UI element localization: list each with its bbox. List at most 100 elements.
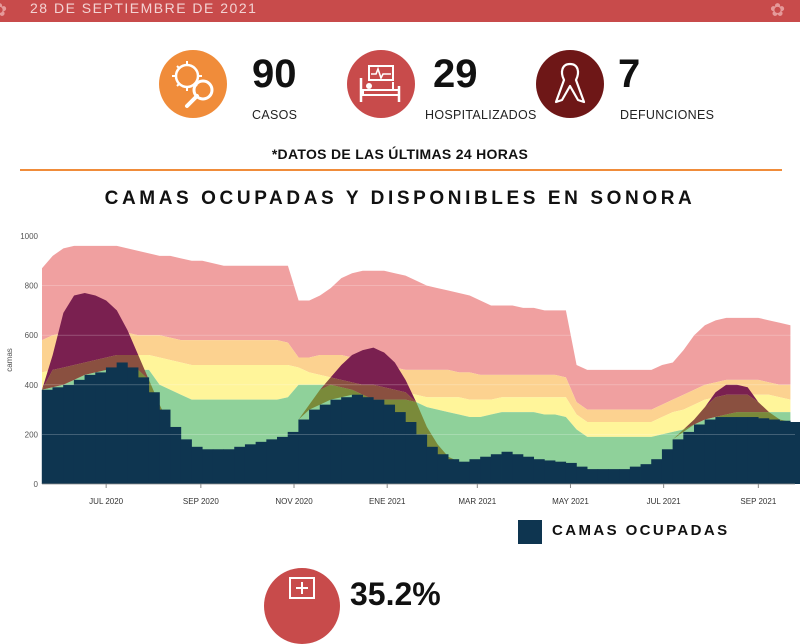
ocupadas-bar bbox=[619, 469, 631, 484]
ocupadas-bar bbox=[587, 469, 599, 484]
x-tick-label: JUL 2020 bbox=[89, 497, 124, 506]
ocupadas-bar bbox=[715, 417, 727, 484]
ocupadas-bar bbox=[287, 431, 299, 484]
stat-defunciones-value: 7 bbox=[618, 52, 641, 96]
ocupadas-bar bbox=[448, 459, 460, 484]
band-total bbox=[42, 245, 791, 410]
hospital-bed-icon bbox=[347, 50, 415, 118]
ocupadas-bar bbox=[512, 454, 524, 484]
occupancy-percent: 35.2% bbox=[350, 576, 441, 612]
band-yellow bbox=[42, 355, 791, 437]
ocupadas-bar bbox=[341, 397, 353, 484]
x-tick-label: NOV 2020 bbox=[275, 497, 313, 506]
ocupadas-bar bbox=[234, 446, 246, 484]
ocupadas-bar bbox=[768, 419, 780, 484]
ocupadas-bar bbox=[95, 372, 107, 484]
x-tick-label: SEP 2020 bbox=[183, 497, 219, 506]
ocupadas-bar bbox=[640, 464, 652, 484]
ocupadas-bar bbox=[309, 409, 321, 484]
ocupadas-bar bbox=[704, 419, 716, 484]
ocupadas-bar bbox=[298, 419, 310, 484]
divider bbox=[20, 169, 782, 171]
ribbon-icon bbox=[536, 50, 604, 118]
legend-label-ocupadas: CAMAS OCUPADAS bbox=[552, 522, 730, 539]
y-axis-label: camas bbox=[5, 348, 14, 372]
ocupadas-bar bbox=[63, 384, 75, 484]
ocupadas-bar bbox=[469, 459, 481, 484]
ocupadas-bar bbox=[661, 449, 674, 484]
x-tick-label: ENE 2021 bbox=[369, 497, 406, 506]
ocupadas-bar bbox=[52, 387, 64, 484]
y-tick-label: 0 bbox=[34, 480, 39, 489]
beds-chart: 0 200 400 600 800 1000 JUL 2020 SEP 2020 NOV 20… bbox=[5, 232, 800, 506]
ocupadas-bar bbox=[105, 367, 118, 484]
y-tick-label: 800 bbox=[25, 282, 39, 291]
data-note: *DATOS DE LAS ÚLTIMAS 24 HORAS bbox=[271, 146, 529, 162]
ocupadas-bar bbox=[533, 459, 545, 484]
stat-hospitalizados-label: HOSPITALIZADOS bbox=[425, 108, 537, 122]
ocupadas-bar bbox=[426, 446, 438, 484]
ocupadas-bar bbox=[202, 449, 214, 484]
ocupadas-bar bbox=[437, 454, 449, 484]
stat-hospitalizados: 29 HOSPITALIZADOS bbox=[347, 50, 547, 125]
x-tick-label: SEP 2021 bbox=[740, 497, 776, 506]
ocupadas-bar bbox=[501, 451, 513, 484]
ocupadas-bar bbox=[191, 446, 203, 484]
ocupadas-bar bbox=[159, 409, 171, 484]
stat-casos: 90 CASOS bbox=[159, 50, 319, 125]
ocupadas-bar bbox=[373, 399, 385, 484]
stat-defunciones: 7 DEFUNCIONES bbox=[536, 50, 726, 125]
stat-casos-value: 90 bbox=[252, 52, 297, 96]
ocupadas-bar bbox=[758, 418, 770, 484]
ocupadas-bar bbox=[383, 404, 396, 484]
ocupadas-bar bbox=[480, 456, 492, 484]
hospital-icon bbox=[264, 568, 340, 644]
legend-swatch-ocupadas bbox=[518, 520, 542, 544]
y-tick-label: 200 bbox=[25, 430, 39, 439]
ocupadas-bar bbox=[180, 439, 192, 484]
ocupadas-bar bbox=[597, 469, 609, 484]
ocupadas-bar bbox=[255, 441, 267, 484]
header-bar: 28 DE SEPTIEMBRE DE 2021 ✿ ✿ bbox=[0, 0, 800, 22]
ocupadas-bar bbox=[555, 461, 567, 484]
ocupadas-bar bbox=[416, 434, 428, 484]
stat-casos-label: CASOS bbox=[252, 108, 298, 122]
ocupadas-bar bbox=[84, 374, 96, 484]
band-orange bbox=[42, 330, 791, 422]
ocupadas-bar bbox=[683, 431, 695, 484]
chart-title: CAMAS OCUPADAS Y DISPONIBLES EN SONORA bbox=[104, 188, 696, 209]
ocupadas-bar bbox=[576, 466, 588, 484]
ornament-right-icon: ✿ bbox=[770, 0, 786, 20]
ocupadas-bar bbox=[394, 412, 406, 484]
ocupadas-bar bbox=[148, 392, 160, 484]
stat-defunciones-label: DEFUNCIONES bbox=[620, 108, 715, 122]
ocupadas-bar bbox=[779, 420, 791, 484]
y-tick-label: 400 bbox=[25, 381, 39, 390]
ocupadas-bar bbox=[608, 469, 620, 484]
ocupadas-bar bbox=[651, 459, 663, 484]
ocupadas-bar bbox=[138, 377, 150, 484]
ocupadas-bar bbox=[544, 460, 556, 484]
ocupadas-bar bbox=[736, 417, 748, 484]
ocupadas-bar bbox=[116, 362, 128, 484]
ocupadas-bar bbox=[565, 462, 577, 484]
ocupadas-bar bbox=[319, 404, 331, 484]
stat-hospitalizados-value: 29 bbox=[433, 52, 478, 96]
x-tick-label: MAR 2021 bbox=[458, 497, 496, 506]
ocupadas-bar bbox=[693, 424, 706, 484]
ocupadas-bar bbox=[41, 389, 53, 484]
ocupadas-bar bbox=[212, 449, 224, 484]
virus-magnifier-icon bbox=[159, 50, 227, 118]
ocupadas-bar bbox=[223, 449, 235, 484]
y-tick-label: 600 bbox=[25, 331, 39, 340]
ocupadas-bar bbox=[629, 466, 641, 484]
overlay-level-1 bbox=[42, 362, 791, 470]
ocupadas-bar bbox=[351, 394, 363, 484]
ocupadas-bar bbox=[330, 399, 342, 484]
ocupadas-bar bbox=[747, 417, 759, 484]
ocupadas-bar bbox=[726, 417, 738, 484]
ornament-left-icon: ✿ bbox=[0, 0, 32, 22]
ocupadas-bar bbox=[277, 436, 289, 484]
ocupadas-bar bbox=[672, 439, 684, 484]
ocupadas-bar bbox=[522, 456, 535, 484]
